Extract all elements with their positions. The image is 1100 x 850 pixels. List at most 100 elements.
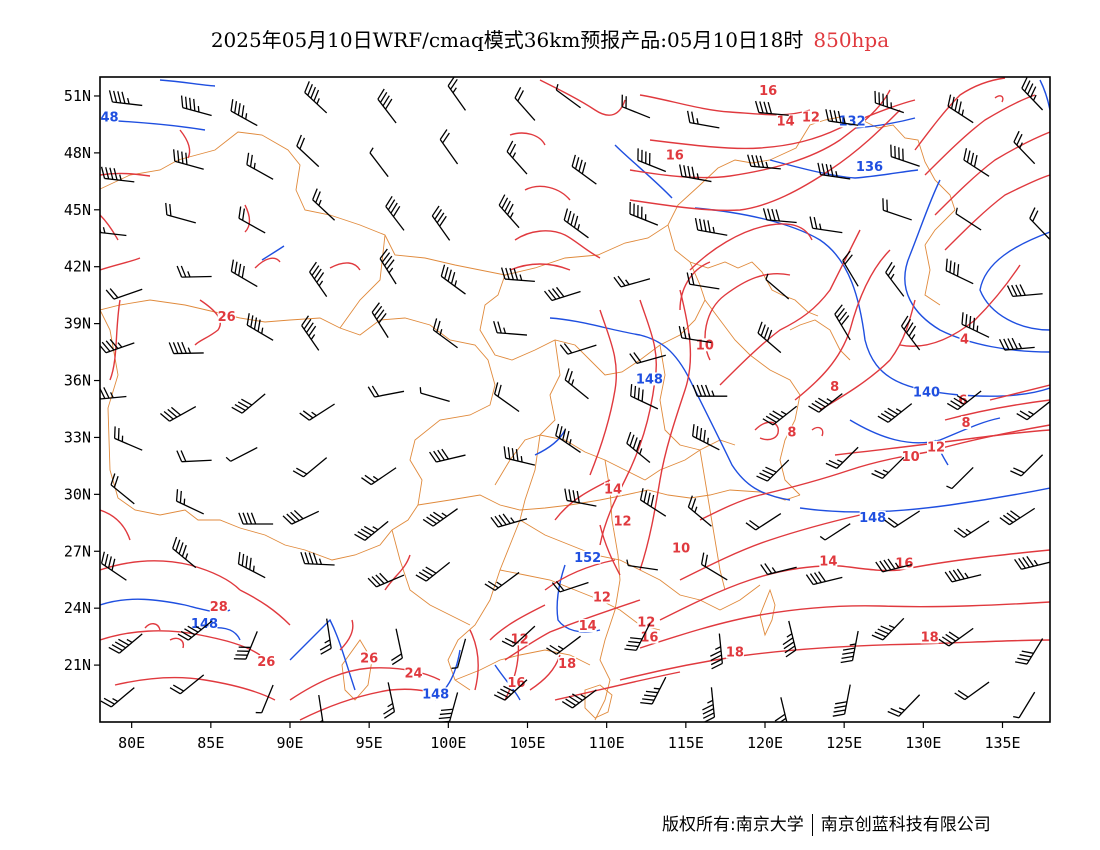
wind-barb	[1015, 638, 1044, 665]
wind-barb	[559, 343, 597, 355]
height-label-bg	[574, 550, 601, 564]
wind-barb	[494, 382, 520, 413]
wind-barb	[377, 88, 397, 124]
temperature-label: 24	[404, 666, 422, 681]
wind-barb	[296, 134, 320, 168]
wind-barb	[809, 216, 843, 234]
wind-barb	[954, 681, 990, 701]
wind-barb	[678, 326, 712, 344]
wind-barb	[946, 390, 982, 411]
wind-barb	[884, 510, 920, 528]
wind-barb	[702, 687, 716, 722]
temperature-label-bg	[209, 600, 228, 614]
wind-barb	[640, 676, 667, 705]
wind-barb	[1014, 555, 1050, 570]
wind-barb	[639, 488, 667, 517]
temperature-label: 6	[958, 393, 967, 408]
wind-barb	[447, 77, 467, 111]
temperature-label: 16	[759, 84, 777, 99]
temperature-label: 18	[726, 646, 744, 661]
height-label-bg	[856, 159, 883, 173]
temperature-label-bg	[217, 309, 236, 323]
wind-barb	[173, 149, 204, 170]
height-label: 152	[574, 551, 601, 566]
wind-barb	[432, 318, 458, 349]
copyright-text: 版权所有:南京大学	[662, 815, 804, 835]
wind-barb	[953, 520, 990, 538]
temperature-label: 26	[257, 655, 275, 670]
temperature-label: 26	[360, 651, 378, 666]
wind-barb	[756, 459, 790, 482]
temperature-label-bg	[819, 554, 838, 568]
temperature-label-bg	[895, 556, 914, 570]
wind-barb	[451, 638, 467, 669]
temperature-label-bg	[961, 416, 972, 430]
wind-barb	[543, 286, 581, 302]
wind-barb	[180, 95, 212, 117]
wind-barb	[383, 682, 396, 719]
wind-barb	[100, 387, 127, 400]
temperature-label-bg	[558, 656, 577, 670]
wind-barb	[877, 403, 913, 423]
temperature-label: 26	[218, 310, 236, 325]
wind-barb	[367, 385, 405, 398]
height-label: 148	[422, 687, 449, 702]
wind-barb	[175, 489, 204, 515]
wind-barb	[760, 563, 797, 576]
wind-barb	[100, 551, 127, 581]
wind-barb	[429, 448, 466, 463]
temperature-label: 8	[787, 426, 796, 441]
wind-barb	[1006, 284, 1043, 298]
wind-barb	[238, 206, 266, 234]
wind-barb	[692, 424, 720, 451]
wind-barb	[834, 304, 851, 341]
wind-barb	[947, 94, 974, 124]
wind-barb	[710, 633, 723, 670]
temperature-label: 12	[927, 441, 945, 456]
temperature-label: 28	[210, 600, 228, 615]
wind-barb	[391, 628, 403, 666]
wind-barb	[694, 218, 728, 236]
wind-barb	[415, 561, 451, 582]
wind-barb	[503, 446, 536, 466]
wind-barb	[440, 264, 466, 295]
wind-barb	[999, 507, 1036, 526]
wind-barb	[1021, 77, 1044, 111]
wind-barb	[630, 384, 659, 410]
temperature-label-bg	[801, 110, 820, 124]
wind-barb	[177, 620, 213, 641]
lon-tick-label: 110E	[589, 734, 625, 752]
wind-barb	[1010, 454, 1044, 477]
wind-barb	[231, 393, 266, 414]
wind-barb	[819, 523, 851, 541]
wind-barb	[687, 495, 712, 527]
temperature-label-bg	[901, 450, 920, 464]
wind-barb	[629, 352, 666, 364]
wind-barb	[168, 341, 204, 355]
wind-barb	[762, 208, 797, 224]
geopotential-height-contours	[100, 79, 1050, 701]
lon-tick-label: 85E	[197, 734, 224, 752]
wind-barb	[1013, 691, 1036, 719]
wind-barb	[493, 679, 528, 701]
wind-barb	[312, 188, 336, 221]
title-text: 2025年05月10日WRF/cmaq模式36km预报产品:05月10日18时	[210, 28, 804, 52]
temperature-label-bg	[759, 84, 778, 98]
pressure-level: 850hpa	[813, 28, 890, 52]
wind-barb	[439, 129, 459, 165]
wind-barb	[762, 405, 798, 426]
lat-tick-label: 48N	[64, 144, 91, 162]
wind-barb	[108, 90, 143, 107]
temperature-label: 16	[895, 556, 913, 571]
lat-tick-label: 24N	[64, 599, 91, 617]
wind-barb	[292, 457, 328, 478]
temperature-label-bg	[592, 590, 611, 604]
wind-barb	[700, 552, 728, 581]
longitude-axis: 80E 85E 90E 95E 100E 105E 110E 115E 120E 125E 130E…	[118, 722, 1021, 752]
temperature-label-bg	[959, 332, 970, 346]
wind-barb	[808, 393, 843, 413]
